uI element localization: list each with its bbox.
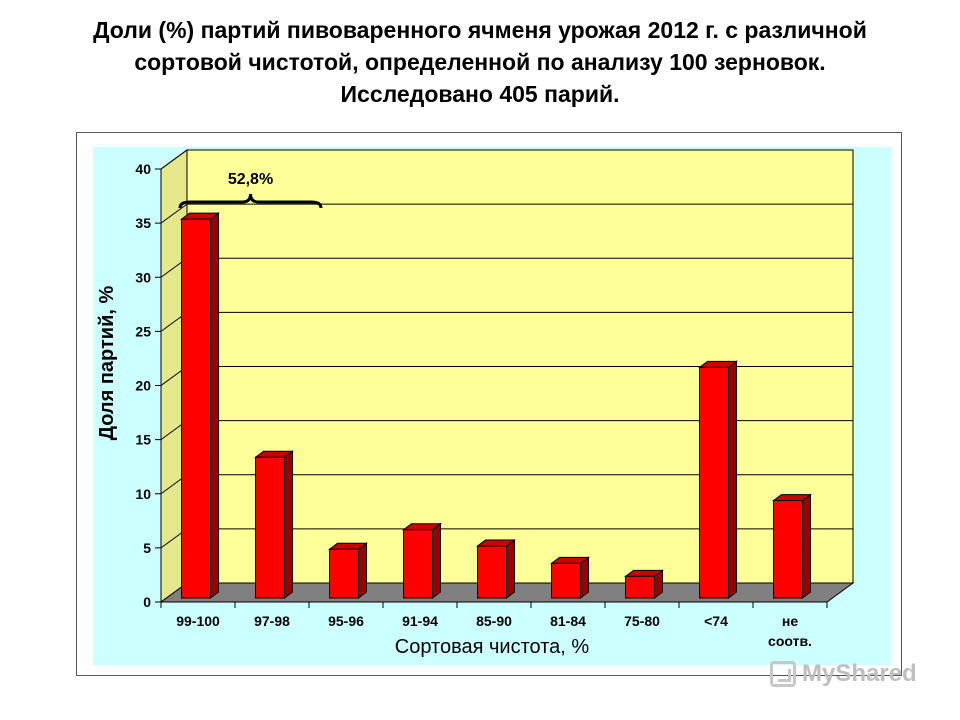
x-tick-label: не соотв. — [768, 613, 812, 649]
bar — [476, 539, 516, 599]
y-tick-label: 5 — [143, 540, 151, 556]
y-tick-label: 25 — [135, 323, 151, 339]
y-tick-label: 15 — [135, 432, 151, 448]
x-tick-label: 81-84 — [550, 613, 586, 629]
bar-side — [580, 556, 589, 599]
bar-front — [551, 562, 581, 599]
bars — [180, 212, 812, 599]
bar — [328, 542, 368, 599]
bar-front — [625, 575, 655, 599]
bar-side — [358, 542, 367, 599]
bar-front — [181, 218, 211, 599]
y-tick-label: 10 — [135, 486, 151, 502]
y-axis: 0 5 10 15 20 25 30 35 40 — [135, 161, 162, 610]
bar-front — [773, 500, 803, 599]
bar-front — [255, 456, 285, 599]
annotation-brace — [178, 193, 323, 209]
y-tick-label: 35 — [135, 215, 151, 231]
annotation-label: 52,8% — [228, 171, 273, 188]
bar — [254, 450, 294, 599]
x-axis: 99-100 97-98 95-96 91-94 85-90 81-84 75-80 <74 н… — [160, 601, 828, 649]
x-tick-label: 85-90 — [476, 613, 512, 629]
y-tick-label: 20 — [135, 378, 151, 394]
bar — [550, 556, 590, 599]
x-axis-label: Сортовая чистота, % — [395, 636, 590, 658]
title-line-3: Исследовано 405 парий. — [340, 81, 620, 107]
x-tick-label: 91-94 — [402, 613, 438, 629]
bar-side — [506, 539, 515, 599]
watermark-logo-icon — [770, 661, 796, 687]
y-tick-label: 30 — [135, 269, 151, 285]
bar-side — [284, 450, 293, 599]
gridline-side — [160, 203, 188, 224]
x-tick-label: 99-100 — [176, 613, 220, 629]
y-tick-label: 0 — [143, 594, 151, 610]
watermark: MyShared — [770, 660, 917, 688]
bar — [772, 493, 812, 599]
bar-front — [477, 545, 507, 599]
gridline-side — [160, 149, 188, 170]
bar — [624, 569, 664, 599]
y-axis-label: Доля партий, % — [96, 286, 118, 441]
watermark-text: MyShared — [802, 660, 917, 687]
title-line-2: сортовой чистотой, определенной по анали… — [134, 49, 826, 75]
chart-title: Доли (%) партий пивоваренного ячменя уро… — [0, 14, 960, 110]
bar-front — [699, 366, 729, 599]
y-tick-label: 40 — [135, 161, 151, 177]
bar-front — [403, 529, 433, 599]
x-tick-label: 97-98 — [254, 613, 290, 629]
bar — [402, 522, 442, 599]
bar — [698, 360, 738, 599]
bar-chart: 0 5 10 15 20 25 30 35 40 99-100 97-98 95-96 91-94 85… — [93, 147, 891, 665]
bar-side — [210, 212, 219, 599]
bar-side — [802, 493, 811, 599]
title-line-1: Доли (%) партий пивоваренного ячменя уро… — [93, 17, 867, 43]
x-tick-label: 75-80 — [624, 613, 660, 629]
chart-frame: 0 5 10 15 20 25 30 35 40 99-100 97-98 95-96 91-94 85… — [76, 132, 902, 676]
x-tick-label: 95-96 — [328, 613, 364, 629]
bar-front — [329, 548, 359, 599]
bar-side — [432, 522, 441, 599]
bar — [180, 212, 220, 599]
x-tick-label: <74 — [704, 613, 728, 629]
bar-side — [728, 360, 737, 599]
